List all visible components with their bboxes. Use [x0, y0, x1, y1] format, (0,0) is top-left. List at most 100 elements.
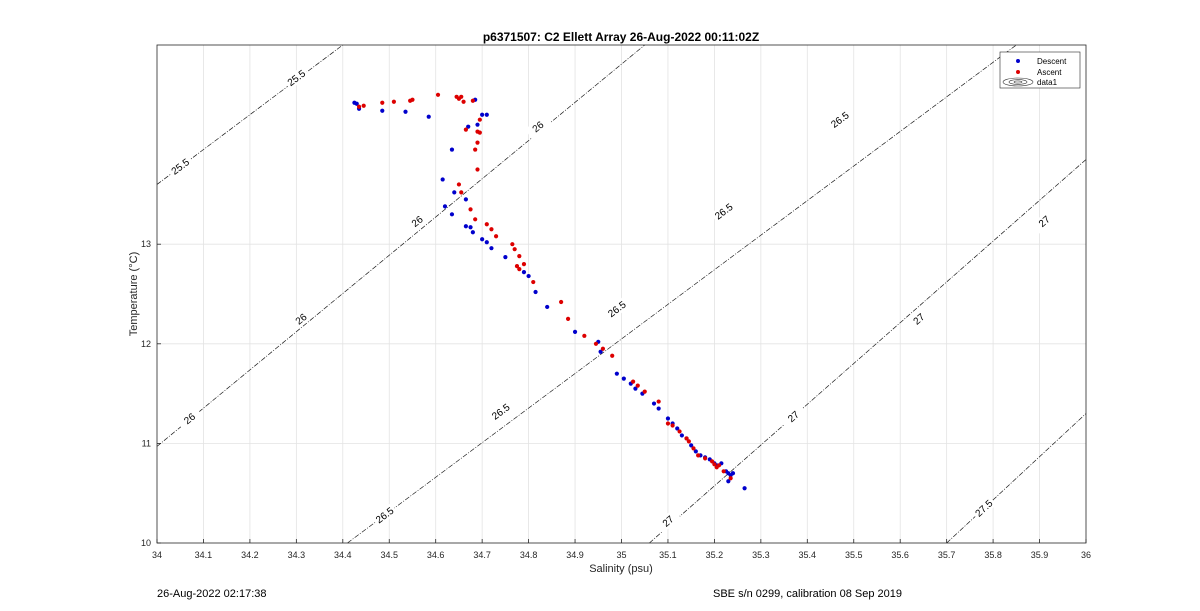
descent-point — [726, 479, 731, 484]
ascent-point — [656, 399, 661, 404]
ascent-point — [709, 459, 715, 464]
descent-point — [679, 433, 684, 438]
ascent-point — [461, 99, 466, 104]
x-tick-label: 34.6 — [427, 550, 445, 560]
chart-title: p6371507: C2 Ellett Array 26-Aug-2022 00… — [483, 30, 759, 44]
descent-point — [449, 212, 455, 217]
x-tick-label: 34.7 — [473, 550, 491, 560]
x-tick-label: 35.5 — [845, 550, 863, 560]
legend-ascent-marker — [1016, 70, 1020, 74]
descent-point — [651, 401, 657, 406]
ascent-point — [470, 98, 475, 103]
legend-descent-label: Descent — [1037, 57, 1067, 66]
x-tick-label: 35.4 — [799, 550, 817, 560]
x-tick-label: 35.7 — [938, 550, 956, 560]
ascent-point — [410, 97, 415, 102]
descent-point — [598, 349, 603, 354]
descent-point — [480, 112, 485, 117]
ascent-point — [475, 167, 480, 172]
ascent-point — [475, 140, 480, 145]
ascent-point — [435, 92, 441, 97]
descent-point — [572, 329, 578, 334]
ascent-point — [635, 383, 640, 388]
x-tick-label: 35.1 — [659, 550, 677, 560]
descent-point — [621, 376, 626, 381]
isopycnal-27 — [649, 159, 1087, 544]
isopycnal-label-bg — [167, 154, 194, 179]
ascent-point — [716, 463, 722, 468]
isopycnal-lines: 25.525.52626262626.526.526.526.526.52727… — [156, 44, 1087, 544]
isopycnal-label-bg — [970, 495, 997, 521]
descent-point — [503, 255, 508, 260]
descent-point — [463, 197, 468, 202]
isopycnal-label-bg — [371, 503, 398, 528]
descent-point — [656, 406, 661, 411]
ascent-point — [559, 299, 564, 305]
descent-point — [468, 225, 473, 230]
isopycnal-26 — [156, 44, 645, 447]
descent-point — [470, 230, 475, 235]
legend-data1-label: data1 — [1037, 78, 1058, 87]
isopycnal-label-bg — [710, 199, 737, 224]
isopycnal-label-bg — [1031, 208, 1058, 234]
x-tick-label: 35 — [616, 550, 626, 560]
ascent-point — [677, 429, 682, 434]
x-axis-label: Salinity (psu) — [589, 563, 653, 575]
x-tick-label: 34.3 — [288, 550, 306, 560]
x-tick-label: 34.1 — [195, 550, 213, 560]
ascent-point — [610, 353, 615, 358]
y-tick-label: 10 — [141, 538, 151, 548]
descent-point — [693, 449, 698, 454]
y-axis-label: Temperature (°C) — [128, 252, 140, 336]
isopycnal-label-bg — [780, 404, 807, 429]
x-tick-label: 34 — [152, 550, 162, 560]
ascent-point — [380, 100, 385, 105]
descent-point — [442, 204, 448, 209]
ascent-point — [691, 446, 696, 451]
ascent-point — [356, 104, 362, 109]
descent-point — [480, 237, 485, 242]
grid-lines — [157, 45, 1086, 543]
descent-point — [380, 108, 385, 113]
ascent-point — [514, 264, 520, 269]
descent-point — [403, 109, 408, 114]
ascent-point — [642, 389, 647, 394]
descent-point — [665, 416, 671, 421]
descent-point — [675, 426, 680, 431]
legend: Descent Ascent data1 — [999, 51, 1081, 89]
descent-point — [533, 289, 538, 295]
data-points — [352, 92, 747, 491]
descent-point — [614, 371, 619, 376]
ascent-point — [468, 207, 473, 212]
isopycnal-label-bg — [603, 296, 631, 321]
legend-descent-marker — [1016, 59, 1020, 63]
descent-point — [633, 386, 638, 391]
x-tick-label: 35.6 — [891, 550, 909, 560]
ascent-point — [473, 147, 478, 152]
ascent-point — [582, 333, 587, 338]
descent-point — [526, 273, 531, 279]
ascent-point — [531, 279, 536, 285]
ascent-point — [456, 182, 462, 187]
ascent-point — [391, 99, 396, 104]
descent-point — [354, 101, 359, 106]
x-tick-label: 35.9 — [1031, 550, 1049, 560]
x-tick-label: 34.9 — [566, 550, 584, 560]
isopycnal-label-bg — [176, 406, 203, 431]
isopycnal-label-bg — [283, 65, 310, 90]
y-tick-label: 11 — [142, 438, 151, 448]
legend-box — [999, 51, 1081, 89]
ascent-point — [670, 423, 675, 428]
x-tick-label: 34.4 — [334, 550, 352, 560]
descent-point — [475, 122, 480, 127]
descent-point — [463, 224, 468, 229]
isopycnal-label-bg — [826, 107, 854, 132]
footer-timestamp: 26-Aug-2022 02:17:38 — [157, 588, 267, 600]
isopycnal-label-bg — [487, 399, 514, 424]
descent-point — [521, 269, 527, 275]
descent-point — [484, 112, 489, 117]
descent-point — [545, 304, 550, 310]
footer-calibration: SBE s/n 0299, calibration 08 Sep 2019 — [713, 588, 902, 600]
ascent-point — [512, 247, 517, 252]
